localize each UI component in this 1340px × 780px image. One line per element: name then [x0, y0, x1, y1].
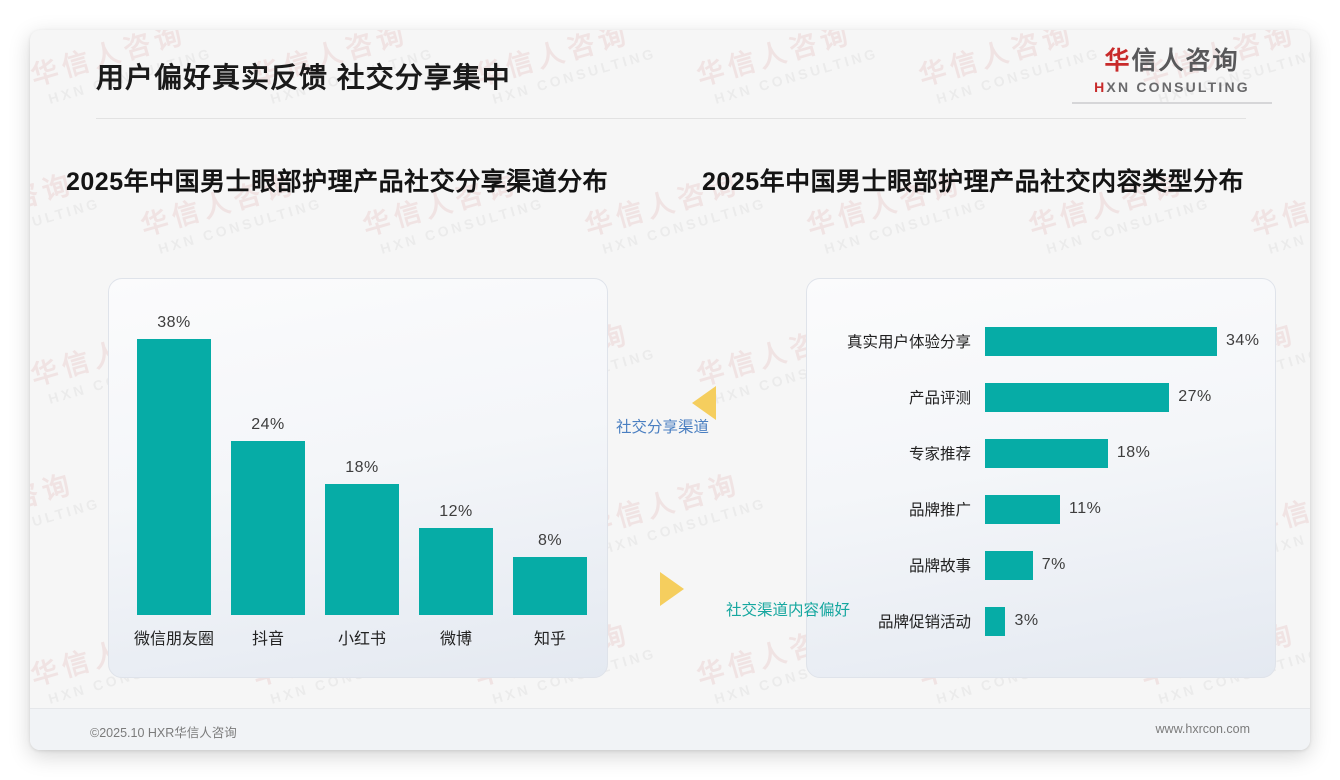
right-pointing-triangle-icon [660, 572, 684, 606]
bar-row[interactable]: 品牌促销活动 3% [807, 593, 1275, 649]
bar-rect[interactable] [985, 494, 1061, 524]
bar-value-label: 8% [537, 531, 563, 549]
bar-rect[interactable] [419, 527, 493, 615]
slide-footer: ©2025.10 HXR华信人咨询 www.hxrcon.com [30, 708, 1310, 750]
bar-row[interactable]: 品牌故事 7% [807, 537, 1275, 593]
watermark-english: HXN CONSULTING [600, 194, 769, 257]
logo-en-accent: H [1094, 78, 1107, 95]
center-note-channel: 社交分享渠道 [616, 419, 710, 436]
right-chart-title: 2025年中国男士眼部护理产品社交内容类型分布 [702, 168, 1245, 196]
bar-column[interactable]: 8% 知乎 [513, 531, 587, 648]
bar-rect[interactable] [325, 484, 399, 615]
page-title: 用户偏好真实反馈 社交分享集中 [96, 62, 511, 93]
bar-column[interactable]: 38% 微信朋友圈 [134, 314, 214, 648]
slide-header: 用户偏好真实反馈 社交分享集中 华信人咨询 HXN CONSULTING [30, 30, 1310, 120]
bar-category-label: 品牌推广 [908, 502, 971, 519]
bar-category-label: 真实用户体验分享 [846, 334, 971, 351]
header-divider [96, 118, 1246, 119]
bar-row[interactable]: 专家推荐 18% [807, 425, 1275, 481]
bar-rect[interactable] [985, 326, 1217, 356]
watermark-english: HXN CONSULTING [600, 494, 769, 557]
bar-row[interactable]: 产品评测 27% [807, 369, 1275, 425]
center-note-preference: 社交渠道内容偏好 [726, 602, 851, 619]
watermark-english: HXN CONSULTING [156, 194, 325, 257]
left-chart-panel: 38% 微信朋友圈 24% 抖音 18% 小红书 12% 微博 8% 知乎 [108, 278, 608, 678]
logo-en-rest: XN CONSULTING [1106, 78, 1250, 95]
bar-rect[interactable] [985, 606, 1006, 636]
company-logo: 华信人咨询 HXN CONSULTING [1072, 47, 1272, 104]
bar-value-label: 3% [1014, 612, 1039, 629]
bar-column[interactable]: 18% 小红书 [325, 459, 399, 648]
horizontal-bar-chart: 真实用户体验分享 34% 产品评测 27% 专家推荐 18% 品牌推广 11% 品牌故事 7% 品牌… [807, 313, 1275, 649]
bar-category-label: 品牌故事 [908, 558, 971, 575]
bar-category-label: 抖音 [251, 631, 285, 648]
bar-rect[interactable] [985, 550, 1033, 580]
bar-column[interactable]: 24% 抖音 [231, 415, 305, 648]
watermark-english: HXN CONSULTING [30, 194, 103, 257]
logo-underline [1072, 101, 1272, 104]
bar-rect[interactable] [137, 339, 211, 615]
bar-value-label: 27% [1178, 388, 1212, 405]
left-pointing-triangle-icon [692, 386, 716, 420]
bar-category-label: 小红书 [337, 631, 387, 648]
right-chart-panel: 真实用户体验分享 34% 产品评测 27% 专家推荐 18% 品牌推广 11% 品牌故事 7% 品牌… [806, 278, 1276, 678]
watermark-english: HXN CONSULTING [1044, 194, 1213, 257]
bar-category-label: 产品评测 [908, 390, 971, 407]
watermark-english: HXN CONSULTING [30, 494, 103, 557]
bar-category-label: 知乎 [533, 631, 567, 648]
bar-category-label: 微信朋友圈 [133, 631, 215, 648]
bar-rect[interactable] [231, 440, 305, 615]
bar-value-label: 11% [1069, 500, 1102, 517]
bar-rect[interactable] [985, 438, 1108, 468]
bar-value-label: 38% [157, 314, 191, 331]
left-chart-title: 2025年中国男士眼部护理产品社交分享渠道分布 [66, 168, 609, 196]
bar-value-label: 18% [1116, 444, 1151, 461]
bar-value-label: 12% [439, 502, 473, 520]
logo-chinese-text: 华信人咨询 [1072, 47, 1272, 76]
watermark-chinese: 华信人咨询 [30, 468, 78, 542]
logo-cn-accent: 华 [1104, 47, 1132, 75]
footer-copyright: ©2025.10 HXR华信人咨询 [90, 726, 237, 740]
bar-column[interactable]: 12% 微博 [419, 502, 493, 648]
bar-category-label: 专家推荐 [908, 446, 971, 463]
watermark-english: HXN CONSULTING [378, 194, 547, 257]
logo-cn-rest: 信人咨询 [1131, 47, 1240, 75]
bar-row[interactable]: 品牌推广 11% [807, 481, 1275, 537]
footer-website: www.hxrcon.com [1155, 722, 1250, 736]
slide-canvas: 华信人咨询 HXN CONSULTING 华信人咨询 HXN CONSULTING 华信… [30, 30, 1310, 750]
bar-rect[interactable] [985, 382, 1170, 412]
logo-english-text: HXN CONSULTING [1072, 79, 1272, 95]
watermark-chinese: 华信人咨询 [1247, 168, 1310, 242]
bar-category-label: 微博 [439, 631, 473, 648]
watermark-english: HXN CONSULTING [822, 194, 991, 257]
bar-row[interactable]: 真实用户体验分享 34% [807, 313, 1275, 369]
bar-category-label: 品牌促销活动 [877, 614, 971, 631]
bar-value-label: 24% [251, 415, 285, 433]
vertical-bar-chart: 38% 微信朋友圈 24% 抖音 18% 小红书 12% 微博 8% 知乎 [134, 309, 587, 648]
bar-rect[interactable] [513, 556, 587, 615]
bar-value-label: 34% [1226, 332, 1260, 349]
watermark-english: HXN CONSULTING [1266, 195, 1310, 257]
bar-value-label: 7% [1041, 556, 1066, 573]
bar-value-label: 18% [345, 459, 379, 477]
